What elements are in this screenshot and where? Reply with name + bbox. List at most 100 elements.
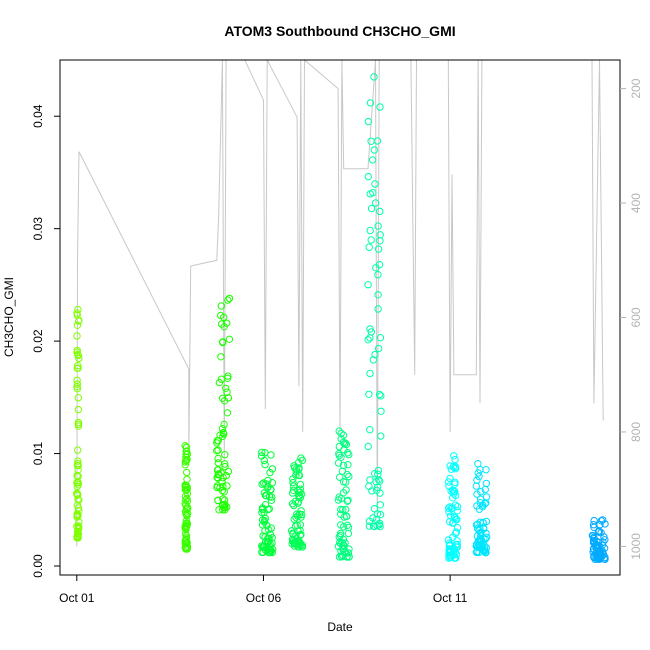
data-point <box>213 447 221 455</box>
data-point <box>366 226 374 235</box>
data-point <box>73 501 82 509</box>
data-point <box>371 350 379 359</box>
data-point <box>219 482 227 491</box>
data-point <box>183 497 192 505</box>
data-point <box>213 437 221 445</box>
data-point <box>213 482 222 490</box>
data-point <box>267 496 276 504</box>
data-point <box>74 364 82 372</box>
data-point <box>258 448 266 457</box>
data-point <box>215 378 224 387</box>
data-point <box>181 483 190 492</box>
altitude-tick-label: 200 <box>629 78 643 98</box>
y-tick-label: 0.04 <box>31 104 45 128</box>
data-point <box>219 428 228 437</box>
data-point <box>376 510 385 519</box>
data-point <box>339 489 348 497</box>
data-point <box>338 553 346 561</box>
data-point <box>214 454 222 463</box>
data-point <box>371 199 380 207</box>
x-tick-label: Oct 01 <box>59 591 95 605</box>
data-point <box>220 313 228 321</box>
data-point <box>182 517 191 525</box>
plot-area <box>73 58 609 563</box>
data-point <box>75 507 83 515</box>
data-point <box>289 486 298 494</box>
data-point <box>258 504 267 512</box>
data-point <box>364 117 373 126</box>
data-point <box>372 264 380 272</box>
x-tick-label: Oct 06 <box>246 591 282 605</box>
data-point <box>74 422 83 430</box>
data-point <box>288 500 297 508</box>
data-point <box>217 353 225 361</box>
data-point <box>344 461 352 469</box>
data-point <box>219 432 227 440</box>
data-point <box>296 521 305 529</box>
data-point <box>444 478 453 486</box>
y-tick-label: 0.02 <box>31 329 45 353</box>
data-point <box>218 425 227 433</box>
altitude-axis: 200 400 600 800 1000 <box>620 78 643 560</box>
data-point <box>290 464 299 472</box>
data-point <box>339 431 348 439</box>
data-point <box>374 470 382 478</box>
data-point <box>366 334 374 342</box>
data-point <box>340 544 348 553</box>
data-point <box>75 354 83 363</box>
data-point <box>337 453 345 461</box>
data-point <box>376 103 384 111</box>
y-tick-label: 0.00 <box>31 554 45 578</box>
data-point <box>374 344 383 353</box>
data-point <box>365 482 373 490</box>
data-point <box>296 488 304 497</box>
data-point <box>342 505 350 514</box>
data-point <box>345 472 353 481</box>
y-axis: 0.00 0.01 0.02 0.03 0.04 <box>31 104 60 578</box>
data-point <box>183 545 192 553</box>
data-point <box>295 510 304 518</box>
data-point <box>182 505 191 513</box>
data-point <box>334 496 343 504</box>
data-point <box>182 447 191 456</box>
data-point <box>182 496 190 504</box>
data-point <box>452 543 461 551</box>
data-point <box>225 335 234 343</box>
data-point <box>74 466 82 474</box>
data-point <box>264 476 272 485</box>
data-point <box>367 204 376 213</box>
chart-title: ATOM3 Southbound CH3CHO_GMI <box>224 23 455 39</box>
data-point <box>365 390 373 398</box>
data-point <box>472 482 480 490</box>
data-point <box>376 501 384 509</box>
data-point <box>376 237 384 245</box>
data-point <box>182 540 190 548</box>
data-point <box>340 440 349 448</box>
data-point <box>74 351 83 360</box>
data-point <box>218 486 227 495</box>
data-point <box>260 456 268 465</box>
series-8 <box>444 452 462 562</box>
data-point <box>365 522 374 530</box>
data-point <box>223 482 231 490</box>
data-point <box>223 388 231 396</box>
data-point <box>73 332 81 340</box>
data-point <box>73 321 82 329</box>
data-point <box>74 305 82 314</box>
data-point <box>73 461 82 470</box>
data-point <box>596 520 604 529</box>
data-point <box>261 514 269 523</box>
data-point <box>222 471 231 480</box>
data-point <box>296 493 305 502</box>
data-point <box>453 502 462 511</box>
data-point <box>263 521 271 530</box>
data-point <box>377 407 385 415</box>
series-7 <box>364 73 385 531</box>
data-point <box>596 555 604 563</box>
data-point <box>344 449 352 457</box>
data-point <box>594 528 603 536</box>
data-point <box>344 496 352 504</box>
series-5 <box>288 454 307 551</box>
y-tick-label: 0.01 <box>31 442 45 466</box>
altitude-tick-label: 800 <box>629 422 643 442</box>
